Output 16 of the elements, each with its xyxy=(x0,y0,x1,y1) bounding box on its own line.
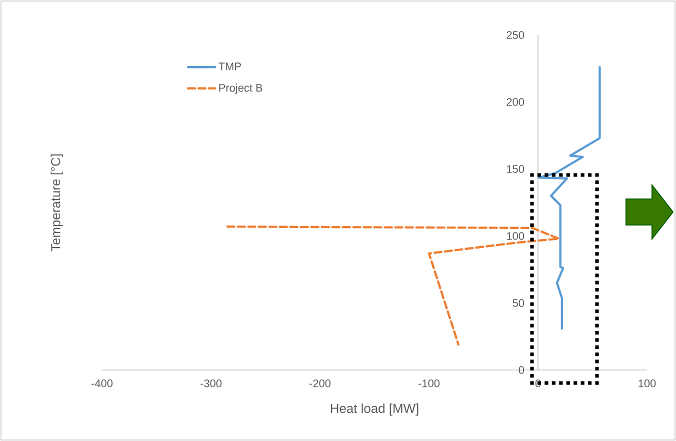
legend-label: Project B xyxy=(219,84,262,94)
y-tick-label: 150 xyxy=(507,165,524,173)
x-tick-label: 100 xyxy=(638,380,656,388)
y-tick-label: 0 xyxy=(518,366,524,374)
x-tick-label: -400 xyxy=(92,380,113,388)
y-axis-title: Temperature [°C] xyxy=(50,154,63,252)
y-tick-label: 200 xyxy=(506,98,524,106)
x-tick-label: -300 xyxy=(200,380,222,388)
x-tick-label: -100 xyxy=(418,380,440,388)
y-tick-label: 50 xyxy=(512,299,524,307)
line-series xyxy=(538,66,601,330)
x-tick-label: -200 xyxy=(310,380,331,388)
legend-label: TMP xyxy=(218,62,241,70)
y-tick-label: 250 xyxy=(506,31,524,39)
y-tick-label: 100 xyxy=(507,232,524,240)
x-axis-title: Heat load [MW] xyxy=(330,404,418,416)
